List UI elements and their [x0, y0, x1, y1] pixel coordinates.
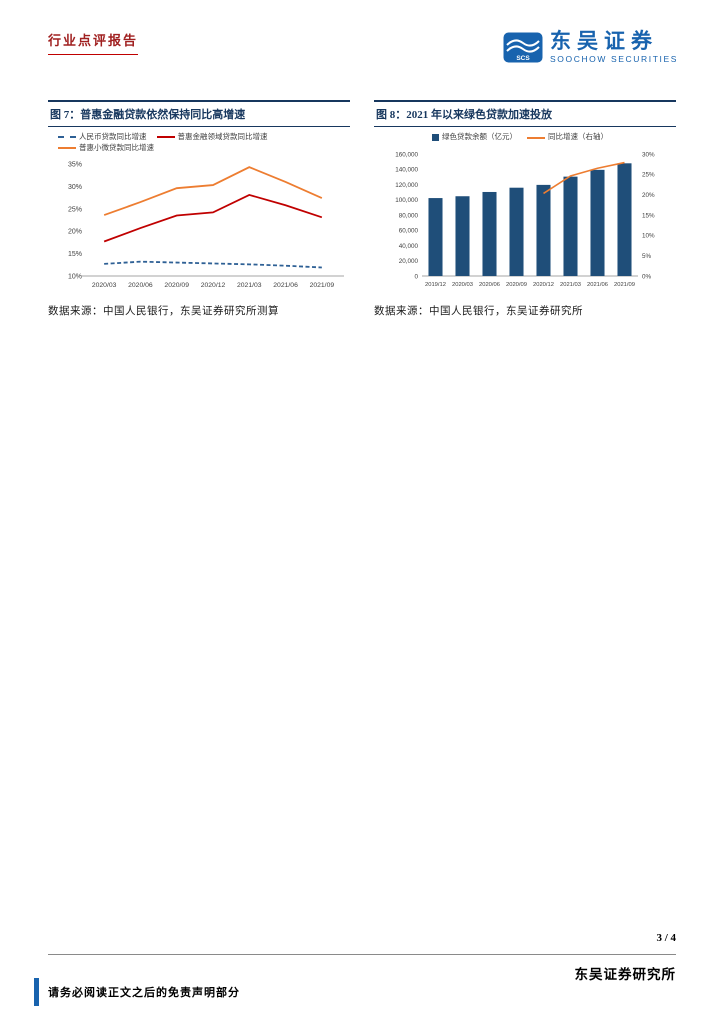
figure-7-source: 数据来源：中国人民银行，东吴证券研究所测算: [48, 306, 279, 317]
legend-label: 人民币贷款同比增速: [79, 132, 147, 141]
soochow-logo-icon: SCS: [503, 32, 543, 63]
combo-chart: 0 20,000 40,000 60,000 80,000 100,000 120,000 1…: [395, 151, 655, 288]
brand: SCS 东吴证券 SOOCHOW SECURITIES: [503, 30, 678, 64]
bar: [536, 184, 551, 276]
tick-label: 30%: [642, 151, 655, 158]
tick-label: 160,000: [395, 151, 418, 158]
series-line: [103, 194, 323, 243]
legend-bar-swatch: [432, 134, 439, 141]
tick-label: 0: [414, 273, 418, 280]
figure-7-title: 图 7：普惠金融贷款依然保持同比高增速: [48, 100, 350, 127]
legend-line-swatch: [527, 136, 545, 139]
legend-item: 绿色贷款余额（亿元）: [432, 132, 517, 143]
figures-row: 图 7：普惠金融贷款依然保持同比高增速 人民币贷款同比增速 普惠金融领域贷款同比增…: [48, 100, 676, 318]
tick-label: 35%: [68, 162, 82, 169]
legend-item: 普惠金融领域贷款同比增速: [156, 132, 268, 142]
tick-label: 2021/03: [237, 282, 262, 289]
legend-line-swatch: [58, 136, 76, 139]
tick-label: 2021/06: [273, 282, 298, 289]
institute-name: 东吴证券研究所: [574, 967, 676, 982]
disclaimer-accent-bar: [34, 978, 39, 1006]
logo-letters: SCS: [516, 55, 530, 62]
disclaimer-text: 请务必阅读正文之后的免责声明部分: [48, 987, 240, 999]
figure-7: 图 7：普惠金融贷款依然保持同比高增速 人民币贷款同比增速 普惠金融领域贷款同比增…: [48, 100, 350, 318]
legend-item: 同比增速（右轴）: [527, 132, 608, 143]
tick-label: 2021/09: [614, 282, 635, 288]
tick-label: 2020/09: [164, 282, 189, 289]
tick-label: 2021/03: [560, 282, 581, 288]
tick-label: 2021/09: [310, 282, 335, 289]
tick-label: 2020/09: [506, 282, 527, 288]
tick-label: 120,000: [395, 182, 418, 189]
figure-7-chart-area: 人民币贷款同比增速 普惠金融领域贷款同比增速普惠小微贷款同比增速 10% 15% 20…: [48, 127, 350, 295]
legend-label: 普惠小微贷款同比增速: [79, 143, 154, 153]
series-line: [103, 166, 323, 217]
tick-label: 2020/03: [452, 282, 473, 288]
legend-label: 普惠金融领域贷款同比增速: [177, 132, 268, 141]
legend-item: 人民币贷款同比增速: [58, 132, 147, 142]
tick-label: 20%: [68, 229, 82, 236]
tick-label: 10%: [68, 274, 82, 281]
tick-label: 15%: [642, 212, 655, 219]
tick-label: 2019/12: [425, 282, 446, 288]
figure-8: 图 8：2021 年以来绿色贷款加速投放 绿色贷款余额（亿元） 同比增速（右轴） …: [374, 100, 676, 318]
bar: [563, 176, 578, 276]
page-number: 3 / 4: [656, 932, 676, 944]
tick-label: 140,000: [395, 167, 418, 174]
figure-7-legend: 人民币贷款同比增速 普惠金融领域贷款同比增速普惠小微贷款同比增速: [48, 132, 350, 154]
tick-label: 25%: [68, 207, 82, 214]
tick-label: 20,000: [399, 258, 419, 265]
line-chart: 10% 15% 20% 25% 30% 35% 2020/03 2020/06 2020/09 2…: [68, 162, 344, 289]
tick-label: 80,000: [399, 212, 419, 219]
tick-label: 2020/03: [92, 282, 117, 289]
figure-8-source: 数据来源：中国人民银行，东吴证券研究所: [374, 306, 583, 317]
series-line: [543, 161, 625, 195]
legend-label: 绿色贷款余额（亿元）: [442, 132, 517, 142]
tick-label: 40,000: [399, 243, 419, 250]
figure-8-legend: 绿色贷款余额（亿元） 同比增速（右轴）: [374, 132, 676, 144]
bar: [482, 191, 497, 276]
bar: [617, 163, 632, 276]
tick-label: 2020/12: [201, 282, 226, 289]
tick-label: 25%: [642, 172, 655, 179]
tick-label: 30%: [68, 184, 82, 191]
tick-label: 15%: [68, 251, 82, 258]
disclaimer: 请务必阅读正文之后的免责声明部分: [34, 978, 240, 1006]
tick-label: 0%: [642, 273, 652, 280]
tick-label: 10%: [642, 233, 655, 240]
bar: [509, 187, 524, 276]
figure-8-title: 图 8：2021 年以来绿色贷款加速投放: [374, 100, 676, 127]
tick-label: 100,000: [395, 197, 418, 204]
tick-label: 2020/06: [128, 282, 153, 289]
tick-label: 2020/12: [533, 282, 554, 288]
legend-label: 同比增速（右轴）: [548, 132, 608, 142]
legend-line-swatch: [156, 136, 175, 139]
bar: [590, 169, 605, 276]
bar: [455, 196, 470, 276]
legend-line-swatch: [58, 147, 76, 150]
brand-name-cn: 东吴证券: [550, 29, 659, 53]
tick-label: 2020/06: [479, 282, 500, 288]
brand-text: 东吴证券 SOOCHOW SECURITIES: [550, 30, 678, 64]
figure-8-chart-area: 绿色贷款余额（亿元） 同比增速（右轴） 0 20,000 40,000 60,000 80…: [374, 127, 676, 295]
tick-label: 60,000: [399, 228, 419, 235]
tick-label: 5%: [642, 253, 652, 260]
tick-label: 2021/06: [587, 282, 608, 288]
footer-divider: [48, 954, 676, 955]
series-line: [104, 261, 322, 269]
page-header: 行业点评报告 SCS 东吴证券 SOOCHOW SECURITIES: [48, 30, 678, 64]
legend-item: 普惠小微贷款同比增速: [58, 143, 154, 153]
tick-label: 20%: [642, 192, 655, 199]
report-type-label: 行业点评报告: [48, 30, 139, 55]
bar: [428, 198, 443, 276]
brand-name-en: SOOCHOW SECURITIES: [550, 54, 678, 65]
